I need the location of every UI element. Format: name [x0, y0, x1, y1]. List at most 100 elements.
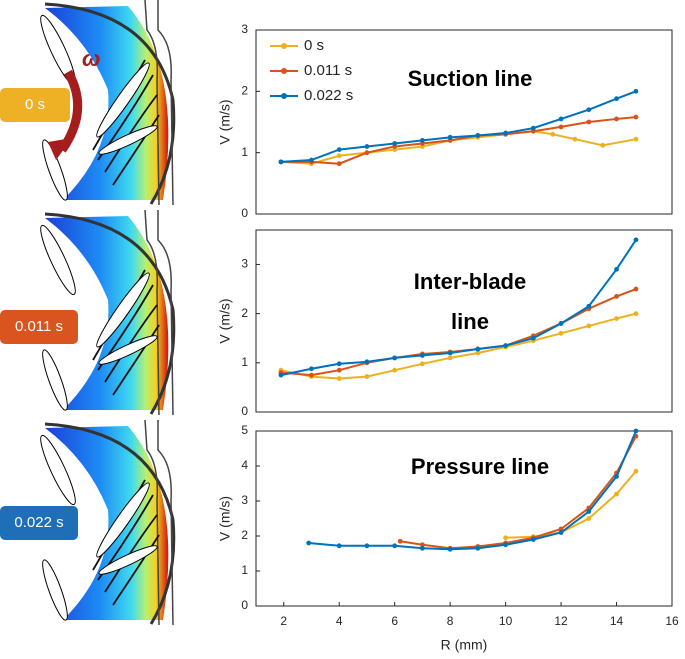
y-tick-label: 1	[241, 563, 248, 577]
legend-marker	[281, 43, 287, 49]
point	[447, 546, 453, 552]
x-tick-label: 16	[665, 614, 679, 628]
point	[614, 116, 619, 122]
point	[336, 367, 342, 373]
point	[420, 542, 425, 548]
point	[558, 526, 564, 532]
omega-label: ω	[82, 46, 100, 71]
series-line	[400, 435, 637, 550]
point	[336, 361, 342, 367]
point	[392, 355, 398, 361]
x-tick-label: 2	[280, 614, 287, 628]
point	[614, 294, 619, 299]
point	[392, 367, 398, 373]
point	[278, 372, 284, 378]
point	[392, 543, 398, 549]
series-line	[280, 116, 637, 165]
y-tick-label: 5	[241, 423, 248, 437]
y-tick-label: 2	[241, 528, 248, 542]
point	[558, 530, 564, 535]
point	[420, 545, 425, 551]
point	[336, 543, 342, 549]
point	[586, 303, 592, 309]
point	[397, 538, 403, 544]
panel-label: 0 s	[25, 96, 45, 113]
y-axis-label: V (m/s)	[217, 99, 233, 144]
point	[364, 374, 370, 379]
rotation-arrow-head	[48, 138, 72, 160]
point	[586, 323, 592, 329]
y-tick-label: 1	[241, 355, 248, 369]
point	[503, 535, 508, 541]
point	[614, 316, 619, 321]
legend-label: 0.022 s	[304, 87, 353, 104]
point	[586, 516, 592, 521]
y-axis-label: V (m/s)	[217, 298, 233, 343]
point	[530, 335, 536, 341]
point	[614, 491, 619, 497]
y-tick-label: 1	[241, 145, 248, 159]
y-tick-label: 0	[241, 598, 248, 612]
point	[420, 353, 425, 358]
x-tick-label: 6	[391, 614, 398, 628]
legend-label: 0 s	[304, 37, 324, 54]
point	[475, 350, 481, 356]
point	[558, 321, 564, 326]
panel-label-box	[0, 310, 78, 344]
plot-frame	[255, 430, 673, 607]
series-line	[280, 90, 637, 163]
point	[503, 343, 508, 348]
x-tick-label: 8	[447, 614, 454, 628]
point	[447, 134, 453, 140]
point	[336, 376, 342, 381]
y-tick-label: 3	[241, 257, 248, 271]
point	[633, 311, 639, 317]
legend-marker	[281, 68, 287, 74]
legend-label: 0.011 s	[304, 62, 352, 79]
y-tick-label: 4	[241, 458, 248, 472]
point	[633, 286, 639, 292]
point	[550, 131, 556, 137]
panel-label: 0.011 s	[15, 318, 63, 335]
point	[364, 359, 370, 365]
point	[558, 116, 564, 122]
point	[336, 153, 342, 159]
point	[336, 161, 342, 167]
point	[278, 159, 284, 165]
point	[633, 114, 639, 120]
series-line	[280, 239, 637, 377]
point	[309, 372, 314, 378]
point	[364, 150, 370, 156]
y-tick-label: 3	[241, 22, 248, 36]
series-line	[505, 470, 637, 539]
annotation: Suction line	[408, 66, 533, 91]
point	[475, 133, 481, 138]
point	[503, 130, 508, 136]
point	[572, 136, 578, 142]
point	[558, 330, 564, 336]
point	[336, 147, 342, 153]
point	[633, 468, 639, 474]
point	[475, 545, 481, 551]
point	[633, 237, 639, 243]
point	[306, 540, 312, 546]
point	[364, 543, 370, 549]
y-tick-label: 0	[241, 206, 248, 220]
point	[586, 509, 592, 514]
point	[586, 107, 592, 113]
x-tick-label: 14	[610, 614, 624, 628]
point	[420, 138, 425, 143]
series-line	[280, 312, 637, 380]
point	[364, 144, 370, 149]
x-tick-label: 10	[499, 614, 513, 628]
point	[475, 346, 481, 352]
annotation: Inter-blade	[414, 269, 526, 294]
x-tick-label: 12	[554, 614, 568, 628]
annotation: Pressure line	[411, 454, 549, 479]
point	[530, 125, 536, 131]
point	[503, 542, 508, 548]
plot-frame	[255, 29, 673, 215]
annotation: line	[451, 309, 489, 334]
point	[420, 361, 425, 367]
